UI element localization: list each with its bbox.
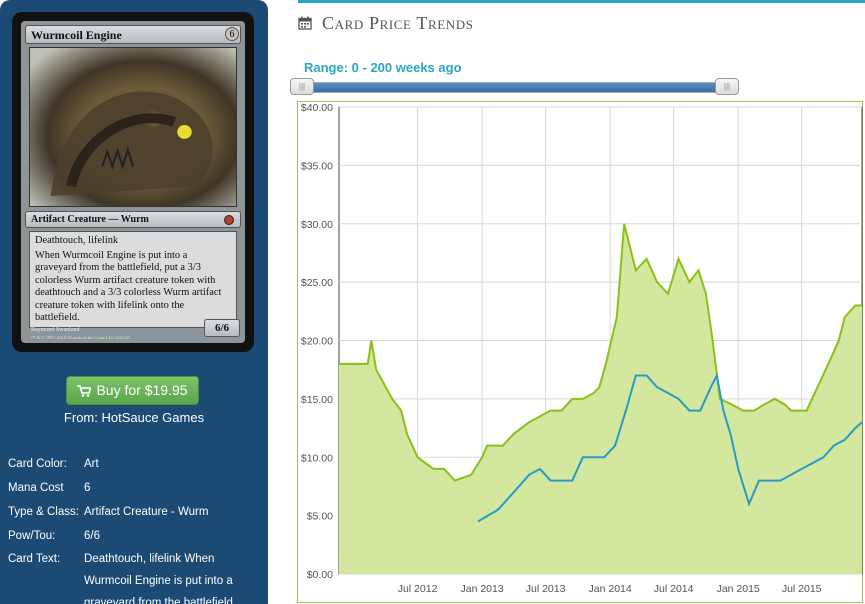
y-tick-label: $25.00: [301, 277, 333, 289]
buy-button[interactable]: Buy for $19.95: [66, 376, 199, 405]
detail-label: Card Text:: [8, 553, 61, 565]
y-tick-label: $35.00: [301, 160, 333, 172]
detail-value: Artifact Creature - Wurm: [84, 506, 209, 518]
card-artist: Raymond Swanland: [31, 327, 80, 333]
card-image: Wurmcoil Engine 6 Artifact Creature — Wu…: [12, 12, 254, 352]
range-label: Range: 0 - 200 weeks ago: [304, 60, 462, 75]
x-tick-label: Jan 2013: [461, 583, 504, 595]
shopping-cart-icon: [77, 385, 92, 398]
wurm-art-icon: [50, 91, 213, 197]
range-slider-fill: [299, 83, 738, 92]
detail-label: Card Color:: [8, 458, 67, 470]
series-line-0: [339, 223, 862, 482]
card-power-toughness: 6/6: [204, 319, 240, 337]
series-line-1: [477, 372, 863, 523]
x-tick-label: Jul 2013: [526, 583, 566, 595]
section-top-rule: [298, 0, 865, 3]
detail-row: Card Color: Art: [8, 452, 264, 476]
x-tick-label: Jul 2012: [398, 583, 438, 595]
x-tick-label: Jul 2014: [654, 583, 694, 595]
calendar-icon: [298, 16, 312, 30]
section-title-text: Card Price Trends: [322, 12, 474, 33]
card-keywords: Deathtouch, lifelink: [35, 235, 119, 246]
section-title: Card Price Trends: [298, 12, 474, 34]
detail-row: Type & Class: Artifact Creature - Wurm: [8, 500, 264, 524]
detail-row: Card Text: Deathtouch, lifelink When Wur…: [8, 548, 264, 604]
chart-series: [339, 223, 863, 575]
y-tick-label: $10.00: [301, 452, 333, 464]
set-symbol-icon: [224, 215, 234, 225]
detail-value: Deathtouch, lifelink When Wurmcoil Engin…: [84, 553, 233, 604]
series-area-0: [339, 223, 862, 575]
card-type-line: Artifact Creature — Wurm: [25, 211, 241, 228]
sidebar: Wurmcoil Engine 6 Artifact Creature — Wu…: [0, 0, 268, 604]
card-rules-text: Deathtouch, lifelink When Wurmcoil Engin…: [29, 231, 237, 328]
detail-label: Mana Cost: [8, 482, 64, 494]
detail-label: Type & Class:: [8, 506, 79, 518]
detail-value: Art: [84, 458, 99, 470]
y-tick-label: $0.00: [307, 569, 333, 581]
card-copyright: ™ & © 1993–2010 Wizards of the Coast LLC…: [31, 335, 131, 340]
x-tick-label: Jan 2014: [589, 583, 632, 595]
range-slider-right-handle[interactable]: |||: [715, 78, 739, 95]
detail-value: 6/6: [84, 530, 100, 542]
card-details: Card Color: Art Mana Cost 6 Type & Class…: [8, 452, 264, 604]
x-tick-label: Jul 2015: [782, 583, 822, 595]
buy-button-label: Buy for $19.95: [96, 382, 188, 398]
mana-cost-symbol: 6: [225, 27, 239, 41]
chart-axes: $0.00 $5.00 $10.00 $15.00 $20.00 $25.00 $30.00…: [301, 102, 822, 595]
range-slider-left-handle[interactable]: |||: [290, 78, 314, 95]
y-tick-label: $30.00: [301, 219, 333, 231]
y-tick-label: $20.00: [301, 336, 333, 348]
y-tick-label: $5.00: [307, 511, 333, 523]
seller-name: From: HotSauce Games: [63, 410, 205, 425]
card-name: Wurmcoil Engine: [25, 25, 241, 44]
y-tick-label: $15.00: [301, 394, 333, 406]
y-tick-label: $40.00: [301, 102, 333, 114]
detail-row: Pow/Tou: 6/6: [8, 524, 264, 548]
detail-row: Mana Cost 6: [8, 476, 264, 500]
detail-value: 6: [84, 482, 91, 494]
range-slider[interactable]: [298, 82, 739, 93]
x-tick-label: Jan 2015: [717, 583, 760, 595]
card-artwork: [29, 47, 237, 207]
card-ability: When Wurmcoil Engine is put into a grave…: [35, 249, 222, 324]
card-type-text: Artifact Creature — Wurm: [31, 214, 149, 225]
detail-label: Pow/Tou:: [8, 530, 56, 542]
price-trend-chart: $0.00 $5.00 $10.00 $15.00 $20.00 $25.00 $30.00…: [297, 101, 863, 603]
card-frame: Wurmcoil Engine 6 Artifact Creature — Wu…: [21, 21, 245, 343]
